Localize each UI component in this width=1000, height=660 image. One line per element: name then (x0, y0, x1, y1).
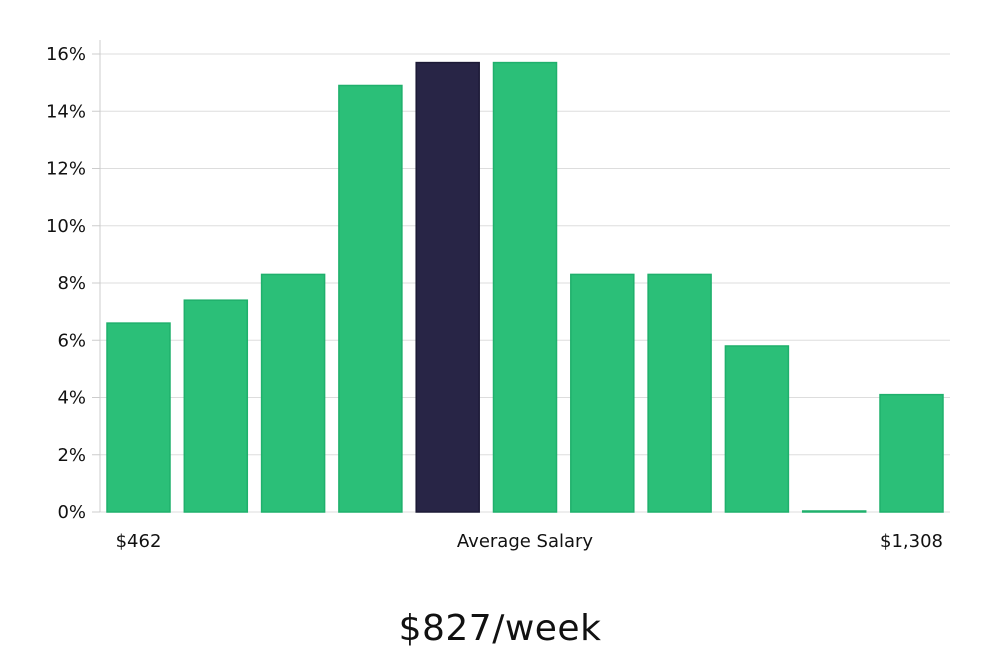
bars (106, 61, 944, 513)
bar (801, 510, 867, 513)
bar (492, 61, 558, 513)
x-axis-label: $462 (116, 531, 162, 552)
axes (92, 40, 101, 513)
bar (183, 299, 249, 513)
x-axis-label: Average Salary (457, 531, 594, 552)
x-labels: $462 Average Salary $1,308 (116, 531, 943, 552)
y-tick-label: 2% (57, 445, 86, 466)
bar (570, 273, 635, 513)
x-axis-label: $1,308 (880, 531, 943, 552)
average-salary-summary: $827/week (398, 608, 602, 649)
bar (106, 322, 171, 513)
bar-highlighted (415, 61, 480, 513)
salary-distribution-chart: 0% 2% 4% 6% 8% 10% 12% 14% 16% $462 Average Salar… (46, 40, 950, 552)
bar (724, 345, 790, 513)
y-tick-label: 14% (46, 101, 86, 122)
y-tick-labels: 0% 2% 4% 6% 8% 10% 12% 14% 16% (46, 44, 86, 523)
y-tick-label: 4% (57, 388, 86, 409)
bar (338, 84, 403, 513)
y-tick-label: 8% (57, 273, 86, 294)
bar (879, 393, 944, 513)
bar (260, 273, 326, 513)
bar (647, 273, 712, 513)
y-tick-label: 16% (46, 44, 86, 65)
y-tick-label: 0% (57, 502, 86, 523)
y-tick-label: 10% (46, 216, 86, 237)
y-tick-label: 6% (57, 330, 86, 351)
y-tick-label: 12% (46, 159, 86, 180)
